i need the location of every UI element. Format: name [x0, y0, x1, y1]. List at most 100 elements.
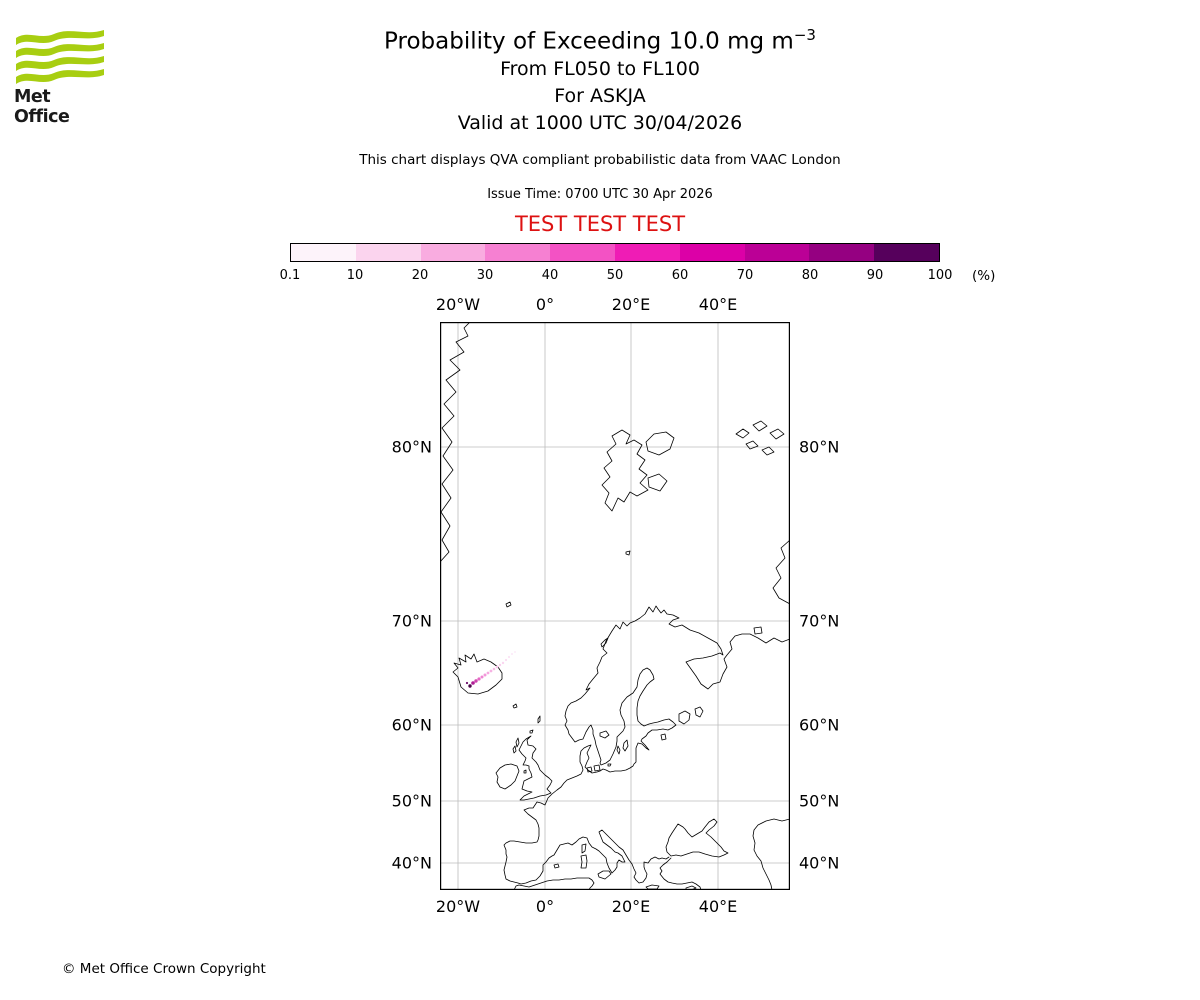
island-great-britain — [518, 735, 553, 801]
colorbar-ticks: 0.1 10 20 30 40 50 60 70 80 90 100 — [280, 268, 953, 285]
island-crete — [645, 884, 660, 890]
lon-label-bottom-20e: 20°E — [611, 897, 651, 916]
coastline-spitsbergen — [601, 429, 649, 512]
islands-lofoten — [600, 637, 609, 648]
colorbar: 0.1 10 20 30 40 50 60 70 80 90 100 (%) — [280, 243, 1010, 288]
plume-dot — [507, 655, 511, 659]
colorbar-gradient — [290, 243, 940, 262]
island-kolguev — [753, 626, 763, 635]
met-office-logo: Met Office — [14, 26, 110, 127]
copyright-notice: © Met Office Crown Copyright — [62, 961, 266, 977]
island-mallorca — [553, 863, 560, 869]
map-frame — [440, 322, 790, 890]
plume-dot — [474, 679, 478, 683]
issue-time: Issue Time: 0700 UTC 30 Apr 2026 — [487, 187, 713, 203]
coastline-mainland-eurasia — [503, 605, 791, 885]
met-office-logo-text: Met Office — [14, 87, 70, 127]
lon-label-bottom-20w: 20°W — [435, 897, 481, 916]
colorbar-segment — [744, 244, 810, 261]
colorbar-segment — [291, 244, 356, 261]
chart-title-exponent: −3 — [793, 26, 816, 44]
plume-dot — [511, 653, 513, 655]
plume-dot — [483, 673, 487, 677]
coastline-greenland — [439, 321, 471, 563]
coastline-iceland — [452, 653, 503, 695]
colorbar-segment — [874, 244, 939, 261]
colorbar-tick-label: 100 — [927, 268, 953, 283]
lat-label-left-70n: 70°N — [391, 611, 432, 631]
colorbar-tick-label: 90 — [866, 268, 884, 283]
colorbar-segment — [355, 244, 421, 261]
plume-dot — [480, 675, 484, 679]
lon-label-top-40e: 40°E — [698, 295, 738, 314]
chart-title: Probability of Exceeding 10.0 mg m−3 — [0, 26, 1200, 56]
lake-ladoga — [678, 710, 691, 725]
colorbar-tick-label: 40 — [541, 268, 559, 283]
island-sardinia — [580, 854, 588, 869]
islands-denmark — [586, 763, 612, 773]
colorbar-segment — [485, 244, 551, 261]
test-banner: TEST TEST TEST — [514, 212, 686, 237]
lat-label-right-70n: 70°N — [799, 611, 840, 631]
met-office-logo-waves — [16, 30, 104, 84]
map-svg — [439, 321, 791, 891]
colorbar-tick-label: 60 — [671, 268, 689, 283]
map-panel — [439, 321, 791, 891]
island-nordaustlandet — [645, 431, 675, 456]
plume-dot — [504, 658, 508, 662]
lat-label-right-80n: 80°N — [799, 437, 840, 457]
colorbar-tick-label: 80 — [801, 268, 819, 283]
island-bear-island — [625, 550, 631, 556]
lon-label-top-0: 0° — [535, 295, 555, 314]
colorbar-segment — [420, 244, 486, 261]
lat-label-right-40n: 40°N — [799, 853, 840, 873]
colorbar-segment — [809, 244, 875, 261]
lat-label-right-60n: 60°N — [799, 715, 840, 735]
coastlines — [439, 321, 791, 891]
lon-label-bottom-40e: 40°E — [698, 897, 738, 916]
plume-dot — [498, 663, 502, 667]
chart-description: This chart displays QVA compliant probab… — [359, 152, 841, 169]
colorbar-tick-label: 0.1 — [279, 268, 301, 283]
coastline-caspian — [752, 818, 791, 891]
valid-time: Valid at 1000 UTC 30/04/2026 — [457, 112, 743, 135]
island-corsica — [581, 843, 587, 854]
islands-franz-josef-land — [735, 420, 785, 456]
plume-dot — [486, 671, 490, 675]
graticule — [440, 322, 790, 890]
island-sicily — [597, 870, 612, 880]
volcano-name: For ASKJA — [554, 85, 646, 108]
plume-dot — [477, 677, 481, 681]
plume-dot — [471, 681, 475, 685]
plume-dot — [468, 684, 472, 688]
colorbar-unit: (%) — [972, 268, 996, 284]
chart-header: Probability of Exceeding 10.0 mg m−3 Fro… — [0, 26, 1200, 237]
colorbar-segment — [550, 244, 615, 261]
plume-dot — [501, 661, 505, 665]
plume-dot — [495, 665, 499, 669]
colorbar-tick-label: 10 — [346, 268, 364, 283]
lake-peipus — [660, 733, 667, 741]
lake-vanern — [599, 730, 610, 739]
flight-level-range: From FL050 to FL100 — [500, 58, 700, 81]
lat-label-left-40n: 40°N — [391, 853, 432, 873]
colorbar-segment — [679, 244, 745, 261]
colorbar-tick-label: 50 — [606, 268, 624, 283]
coastline-black-sea — [665, 818, 729, 858]
chart-title-text: Probability of Exceeding 10.0 mg m — [384, 28, 794, 55]
colorbar-segment — [614, 244, 680, 261]
coastline-north-africa — [513, 877, 595, 891]
islands-scotland-north — [512, 703, 541, 774]
lat-label-left-50n: 50°N — [391, 791, 432, 811]
lon-label-bottom-0: 0° — [535, 897, 555, 916]
lake-onega — [694, 706, 704, 718]
lon-label-top-20w: 20°W — [435, 295, 481, 314]
plume-dot — [489, 669, 493, 673]
lat-label-left-60n: 60°N — [391, 715, 432, 735]
island-edgeoya — [647, 473, 668, 492]
coastline-novaya-zemlya — [772, 539, 791, 605]
plume-dot — [465, 681, 469, 685]
plume-dot — [492, 667, 496, 671]
lat-label-right-50n: 50°N — [799, 791, 840, 811]
